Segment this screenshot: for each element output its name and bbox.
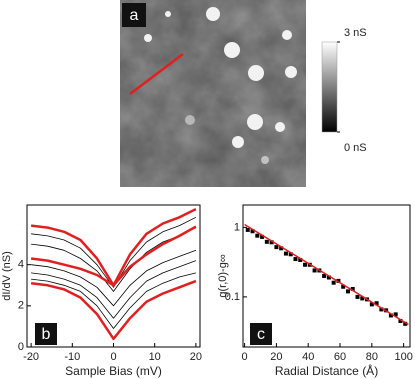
y-axis-label: g(r,0)-g∞ [217, 254, 229, 297]
data-point [303, 262, 308, 267]
x-tick-label: 10 [149, 351, 161, 363]
spectrum-line [31, 227, 197, 292]
data-point [336, 278, 341, 283]
x-tick-label: 80 [366, 351, 378, 363]
data-point [283, 251, 288, 256]
y-axis-label: dI/dV (nS) [1, 251, 13, 301]
data-point [403, 321, 408, 326]
data-point [398, 318, 403, 323]
y-tick-label: 4 [18, 259, 24, 271]
data-point [326, 275, 331, 280]
panel-label-box [122, 3, 146, 27]
panel-label-box [35, 323, 57, 345]
y-tick-label: 0 [18, 341, 24, 353]
data-point [264, 239, 269, 244]
colorbar-label: 3 nS [344, 27, 367, 39]
data-point [369, 302, 374, 307]
colorbar [321, 41, 338, 133]
x-tick-label: 60 [334, 351, 346, 363]
spectrum-line [30, 279, 197, 341]
panel-label: a [130, 7, 139, 24]
x-tick-label: 0 [242, 351, 248, 363]
data-point [274, 245, 279, 250]
data-point [388, 313, 393, 318]
data-point [393, 312, 398, 317]
y-tick-label: 1 [234, 221, 240, 233]
panel-label: b [42, 326, 51, 343]
x-tick-label: 40 [302, 351, 314, 363]
data-point [341, 284, 346, 289]
x-tick-label: 100 [394, 351, 412, 363]
data-point [279, 246, 284, 251]
x-axis-label: Sample Bias (mV) [65, 364, 162, 378]
spectrum-line [30, 225, 197, 287]
data-point [260, 234, 265, 239]
data-point [350, 286, 355, 291]
data-point [322, 273, 327, 278]
panel-label-box [250, 323, 272, 345]
data-point [245, 227, 250, 232]
data-point [269, 240, 274, 245]
data-point [360, 296, 365, 301]
x-tick-label: -10 [64, 351, 80, 363]
x-tick-label: -20 [23, 351, 39, 363]
data-point [298, 257, 303, 262]
panel-label: c [257, 326, 265, 343]
spectrum-line [30, 207, 197, 287]
data-point [345, 289, 350, 294]
data-point [312, 268, 317, 273]
spectrum-line [31, 249, 197, 307]
data-point [293, 257, 298, 262]
data-point [288, 252, 293, 257]
data-point [255, 233, 260, 238]
x-tick-label: 20 [270, 351, 282, 363]
data-point [355, 294, 360, 299]
y-tick-label: 2 [18, 300, 24, 312]
y-tick-label: 0.1 [225, 291, 240, 303]
spectrum-line [31, 216, 197, 288]
data-point [331, 280, 336, 285]
spectrum-line [31, 272, 196, 329]
data-point [379, 307, 384, 312]
x-tick-label: 20 [190, 351, 202, 363]
x-axis-label: Radial Distance (Å) [275, 363, 378, 378]
x-tick-label: 0 [110, 351, 116, 363]
data-point [374, 301, 379, 306]
fit-line [244, 223, 409, 326]
colorbar-label: 0 nS [344, 142, 367, 154]
plot-frame [242, 204, 411, 348]
data-point [250, 229, 255, 234]
stm-image [120, 0, 306, 187]
spectrum-line [31, 260, 197, 319]
